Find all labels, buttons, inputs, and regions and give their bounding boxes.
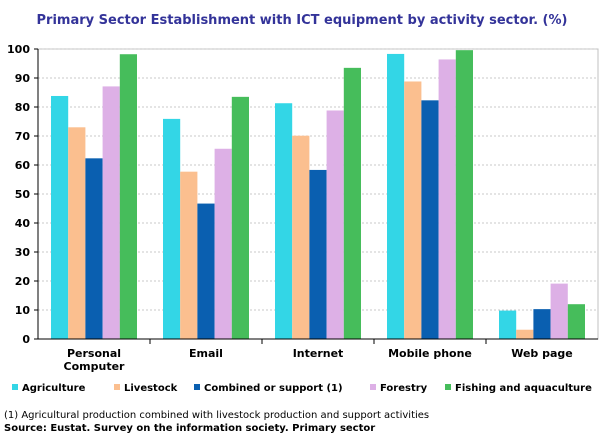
x-tick-label-3-0: Mobile phone	[388, 347, 472, 360]
bar-agriculture-0	[51, 95, 69, 339]
legend-swatch-3	[370, 384, 376, 390]
x-tick-label-4-0: Web page	[511, 347, 573, 360]
bar-livestock-3	[404, 81, 422, 339]
legend-label-2: Combined or support (1)	[204, 383, 343, 394]
bar-agriculture-2	[275, 103, 293, 339]
bar-agriculture-4	[499, 310, 517, 339]
y-tick-label-90: 90	[15, 72, 31, 85]
legend-swatch-4	[445, 384, 451, 390]
legend-label-1: Livestock	[124, 383, 178, 394]
bar-livestock-2	[292, 135, 310, 339]
bar-livestock-1	[180, 171, 198, 339]
bar-agriculture-3	[387, 53, 405, 340]
y-tick-label-70: 70	[15, 130, 31, 143]
y-tick-label-0: 0	[22, 333, 30, 346]
x-tick-label-2-0: Internet	[293, 347, 344, 360]
bar-combined-or-support-1--1	[197, 203, 215, 339]
legend: Agriculture Livestock Combined or support …	[12, 383, 592, 394]
legend-label-0: Agriculture	[22, 383, 86, 394]
x-tick-label-0-0: Personal	[67, 347, 121, 360]
y-tick-label-10: 10	[15, 304, 31, 317]
legend-swatch-2	[194, 384, 200, 390]
legend-swatch-1	[114, 384, 120, 390]
bar-combined-or-support-1--2	[309, 169, 327, 339]
bar-combined-or-support-1--0	[85, 158, 103, 339]
bar-livestock-4	[516, 329, 534, 339]
bar-fishing-and-aquaculture-1	[231, 96, 249, 339]
footnote: (1) Agricultural production combined wit…	[4, 410, 429, 421]
y-tick-label-100: 100	[7, 43, 30, 56]
x-tick-label-0-1: Computer	[64, 360, 126, 373]
bar-forestry-3	[438, 59, 456, 339]
legend-swatch-0	[12, 384, 18, 390]
bar-forestry-1	[214, 148, 232, 339]
bar-combined-or-support-1--3	[421, 100, 439, 339]
y-tick-label-60: 60	[15, 159, 31, 172]
bar-forestry-4	[550, 283, 568, 339]
bar-forestry-2	[326, 110, 344, 339]
bar-combined-or-support-1--4	[533, 309, 551, 339]
y-tick-label-80: 80	[15, 101, 31, 114]
bar-fishing-and-aquaculture-3	[455, 50, 473, 339]
bars	[51, 50, 585, 340]
y-tick-label-30: 30	[15, 246, 31, 259]
y-tick-label-20: 20	[15, 275, 31, 288]
bar-fishing-and-aquaculture-2	[343, 67, 361, 339]
bar-forestry-0	[102, 86, 120, 339]
chart-title: Primary Sector Establishment with ICT eq…	[37, 13, 568, 28]
legend-label-4: Fishing and aquaculture	[455, 383, 592, 394]
x-tick-label-1-0: Email	[189, 347, 223, 360]
y-tick-label-40: 40	[15, 217, 31, 230]
legend-label-3: Forestry	[380, 383, 428, 394]
source-note: Source: Eustat. Survey on the informatio…	[4, 423, 375, 434]
y-tick-label-50: 50	[15, 188, 31, 201]
bar-fishing-and-aquaculture-0	[119, 54, 137, 339]
bar-livestock-0	[68, 127, 86, 339]
bar-fishing-and-aquaculture-4	[567, 304, 585, 339]
bar-agriculture-1	[163, 118, 181, 339]
